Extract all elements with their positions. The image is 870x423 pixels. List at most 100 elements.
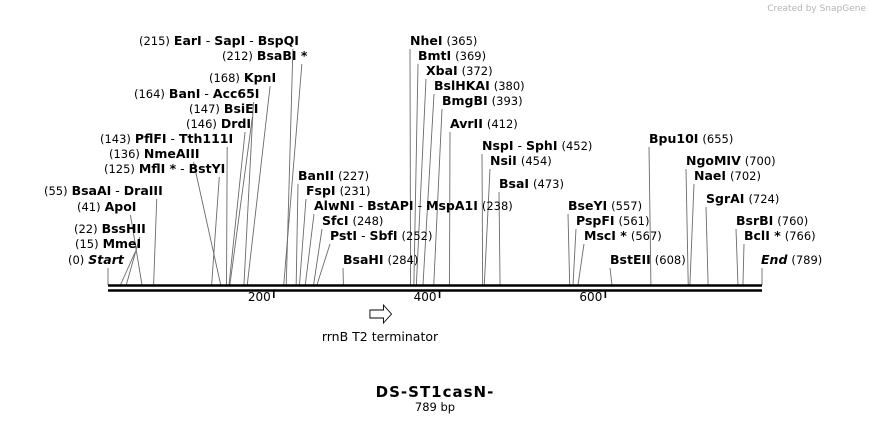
enzyme-name[interactable]: MspA1I [426,198,478,213]
enzyme-name[interactable]: SbfI [369,228,397,243]
site-label-s22[interactable]: (22) BssHII [74,221,146,236]
enzyme-name[interactable]: AlwNI [314,198,355,213]
leader-line-s567 [577,243,585,286]
site-label-s760[interactable]: BsrBI (760) [736,213,808,228]
enzyme-name[interactable]: End [761,252,788,267]
site-label-s372[interactable]: XbaI (372) [426,63,493,78]
enzyme-name[interactable]: SgrAI [706,191,744,206]
site-position: (15) [75,237,99,251]
site-label-s41[interactable]: (41) ApoI [77,199,136,214]
enzyme-name[interactable]: NgoMIV [686,153,741,168]
site-label-s0[interactable]: (0) Start [68,252,125,267]
enzyme-name[interactable]: MscI [584,228,616,243]
site-label-s452[interactable]: NspI - SphI (452) [482,138,592,153]
site-label-s215[interactable]: (215) EarI - SapI - BspQI [139,33,299,48]
site-label-s231[interactable]: FspI (231) [306,183,371,198]
enzyme-name[interactable]: PspFI [576,213,615,228]
enzyme-name[interactable]: BmtI [418,48,451,63]
site-label-s136[interactable]: (136) NmeAIII [109,146,200,161]
enzyme-name[interactable]: DraIII [124,183,163,198]
site-label-s248[interactable]: SfcI (248) [322,213,383,228]
enzyme-name[interactable]: BsrBI [736,213,773,228]
site-label-s125[interactable]: (125) MflI * - BstYI [104,161,225,176]
leader-line-s227 [295,183,299,286]
site-label-s164[interactable]: (164) BanI - Acc65I [134,86,259,101]
enzyme-name[interactable]: BsaI [499,176,529,191]
enzyme-name[interactable]: SfcI [322,213,349,228]
leader-line-s164 [243,101,254,286]
enzyme-name[interactable]: BseYI [568,198,607,213]
enzyme-name[interactable]: BsaAI [72,183,112,198]
site-position: (227) [338,169,369,183]
site-label-s724[interactable]: SgrAI (724) [706,191,779,206]
enzyme-name[interactable]: BslHKAI [434,78,490,93]
site-label-s15[interactable]: (15) MmeI [75,236,141,251]
site-label-s412[interactable]: AvrII (412) [450,116,518,131]
enzyme-name[interactable]: NspI [482,138,514,153]
leader-line-s212 [283,63,303,286]
enzyme-name[interactable]: SphI [526,138,558,153]
enzyme-name[interactable]: BanII [298,168,334,183]
site-label-s284[interactable]: BsaHI (284) [343,252,418,267]
feature-rrnb-t2-terminator[interactable]: rrnB T2 terminator [322,303,439,344]
site-label-s252[interactable]: PstI - SbfI (252) [330,228,432,243]
site-label-s238[interactable]: AlwNI - BstAPI - MspA1I (238) [314,198,513,213]
enzyme-name[interactable]: SapI [214,33,245,48]
site-label-s789[interactable]: End (789) [761,252,822,267]
site-label-s147[interactable]: (147) BsiEI [189,101,258,116]
site-position: (412) [487,117,518,131]
enzyme-name[interactable]: BstEII [610,252,651,267]
site-label-s168[interactable]: (168) KpnI [209,70,276,85]
site-label-s702[interactable]: NaeI (702) [694,168,761,183]
enzyme-name[interactable]: Start [88,252,125,267]
site-label-s561[interactable]: PspFI (561) [576,213,649,228]
enzyme-name[interactable]: BstYI [189,161,226,176]
enzyme-name[interactable]: BanI [169,86,201,101]
site-label-s55[interactable]: (55) BsaAI - DraIII [44,183,163,198]
enzyme-name[interactable]: BssHII [102,221,146,236]
enzyme-name[interactable]: BsaBI [257,48,297,63]
site-label-s369[interactable]: BmtI (369) [418,48,486,63]
site-label-s146[interactable]: (146) DrdI [186,116,251,131]
enzyme-name[interactable]: MmeI [103,236,142,251]
enzyme-name[interactable]: XbaI [426,63,458,78]
site-label-s393[interactable]: BmgBI (393) [442,93,523,108]
enzyme-name[interactable]: BspQI [258,33,299,48]
enzyme-name[interactable]: BstAPI [367,198,413,213]
enzyme-name[interactable]: NsiI [490,153,517,168]
enzyme-name[interactable]: BsiEI [224,101,258,116]
leader-line-s41 [130,214,143,286]
enzyme-name[interactable]: BclI [744,228,770,243]
enzyme-name[interactable]: BmgBI [442,93,488,108]
enzyme-name[interactable]: NmeAIII [144,146,200,161]
enzyme-name[interactable]: ApoI [105,199,137,214]
enzyme-name[interactable]: NheI [410,33,443,48]
enzyme-name[interactable]: DrdI [221,116,251,131]
site-label-s557[interactable]: BseYI (557) [568,198,642,213]
site-label-s608[interactable]: BstEII (608) [610,252,686,267]
site-label-s380[interactable]: BslHKAI (380) [434,78,525,93]
site-label-s365[interactable]: NheI (365) [410,33,477,48]
enzyme-name[interactable]: FspI [306,183,336,198]
site-label-s473[interactable]: BsaI (473) [499,176,564,191]
site-label-s700[interactable]: NgoMIV (700) [686,153,776,168]
site-label-s766[interactable]: BclI * (766) [744,228,816,243]
enzyme-name[interactable]: Acc65I [213,86,260,101]
enzyme-name[interactable]: BsaHI [343,252,384,267]
enzyme-name[interactable]: NaeI [694,168,726,183]
enzyme-name[interactable]: PflFI [135,131,167,146]
site-label-s212[interactable]: (212) BsaBI * [222,48,308,63]
enzyme-name[interactable]: Tth111I [179,131,233,146]
enzyme-name[interactable]: AvrII [450,116,483,131]
enzyme-name[interactable]: KpnI [244,70,276,85]
site-label-s227[interactable]: BanII (227) [298,168,369,183]
site-label-s454[interactable]: NsiI (454) [490,153,552,168]
site-label-s655[interactable]: Bpu10I (655) [649,131,733,146]
site-label-s143[interactable]: (143) PflFI - Tth111I [100,131,233,146]
feature-arrow[interactable] [369,303,393,325]
enzyme-name[interactable]: EarI [174,33,202,48]
enzyme-name[interactable]: PstI [330,228,357,243]
enzyme-name[interactable]: Bpu10I [649,131,698,146]
enzyme-name[interactable]: MflI [139,161,165,176]
site-label-s567[interactable]: MscI * (567) [584,228,662,243]
